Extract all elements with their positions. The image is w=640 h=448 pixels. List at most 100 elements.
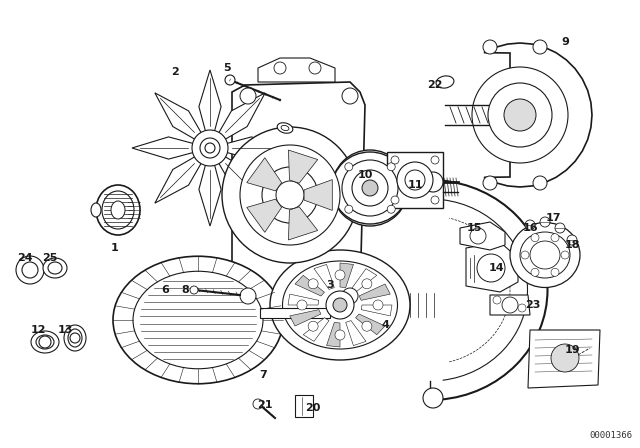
Text: 15: 15 [467,223,482,233]
Circle shape [521,251,529,259]
Circle shape [387,205,396,213]
Polygon shape [295,276,324,296]
Circle shape [276,181,304,209]
Polygon shape [466,242,518,292]
Circle shape [335,270,345,280]
Polygon shape [258,58,335,82]
Text: 3: 3 [326,280,334,290]
Polygon shape [326,323,340,347]
Circle shape [222,127,358,263]
Circle shape [335,330,345,340]
Circle shape [555,223,565,233]
Text: 20: 20 [305,403,321,413]
Polygon shape [340,263,353,288]
Circle shape [373,300,383,310]
Polygon shape [247,199,282,233]
Text: 8: 8 [181,285,189,295]
Polygon shape [219,157,265,203]
Ellipse shape [31,331,59,353]
Circle shape [352,170,388,206]
Circle shape [342,88,358,104]
Ellipse shape [133,271,263,369]
Polygon shape [361,305,392,316]
Circle shape [274,62,286,74]
Bar [295,395,313,417]
Circle shape [483,40,497,54]
Circle shape [326,291,354,319]
Circle shape [391,196,399,204]
Polygon shape [232,82,365,308]
Text: 6: 6 [161,285,169,295]
Circle shape [531,234,539,241]
Circle shape [205,143,215,153]
Text: 14: 14 [489,263,505,273]
Polygon shape [303,318,329,341]
Circle shape [518,304,526,312]
Text: 4: 4 [381,320,389,330]
Polygon shape [155,157,201,203]
Bar [387,152,443,208]
Text: 16: 16 [522,223,538,233]
Circle shape [387,163,396,171]
Circle shape [22,262,38,278]
Text: 00001366: 00001366 [589,431,632,440]
Polygon shape [484,43,592,187]
Polygon shape [199,165,221,226]
Circle shape [533,176,547,190]
Circle shape [561,251,569,259]
Ellipse shape [520,232,570,278]
Polygon shape [304,180,332,211]
Circle shape [192,130,228,166]
Circle shape [431,196,439,204]
Circle shape [531,268,539,276]
Ellipse shape [282,261,397,349]
Text: 2: 2 [171,67,179,77]
Circle shape [308,279,318,289]
Polygon shape [290,310,321,326]
Circle shape [470,228,486,244]
Circle shape [70,333,80,343]
Circle shape [525,220,535,230]
Polygon shape [356,314,385,335]
Circle shape [533,40,547,54]
Polygon shape [314,264,334,289]
Circle shape [431,156,439,164]
Circle shape [16,256,44,284]
Circle shape [504,99,536,131]
Circle shape [551,234,559,241]
Circle shape [262,167,318,223]
Ellipse shape [48,262,62,274]
Circle shape [39,336,51,348]
Circle shape [488,83,552,147]
Ellipse shape [36,335,54,349]
Text: 23: 23 [525,300,541,310]
Polygon shape [289,207,317,240]
Circle shape [502,297,518,313]
Ellipse shape [96,185,140,235]
Text: 19: 19 [564,345,580,355]
Text: 11: 11 [407,180,423,190]
Circle shape [345,205,353,213]
Ellipse shape [281,125,289,131]
Circle shape [362,321,372,331]
Circle shape [477,254,505,282]
Polygon shape [219,93,265,139]
Text: 9: 9 [561,37,569,47]
Circle shape [397,162,433,198]
Polygon shape [351,269,377,292]
Circle shape [423,388,443,408]
Text: 7: 7 [259,370,267,380]
Ellipse shape [64,325,86,351]
Circle shape [362,180,378,196]
Ellipse shape [102,191,134,229]
Circle shape [333,298,347,312]
Circle shape [342,288,358,304]
Text: 18: 18 [564,240,580,250]
Text: 5: 5 [223,63,231,73]
Circle shape [240,145,340,245]
Ellipse shape [436,76,454,88]
Polygon shape [155,93,201,139]
Circle shape [332,150,408,226]
Text: 10: 10 [357,170,372,180]
Circle shape [240,288,256,304]
